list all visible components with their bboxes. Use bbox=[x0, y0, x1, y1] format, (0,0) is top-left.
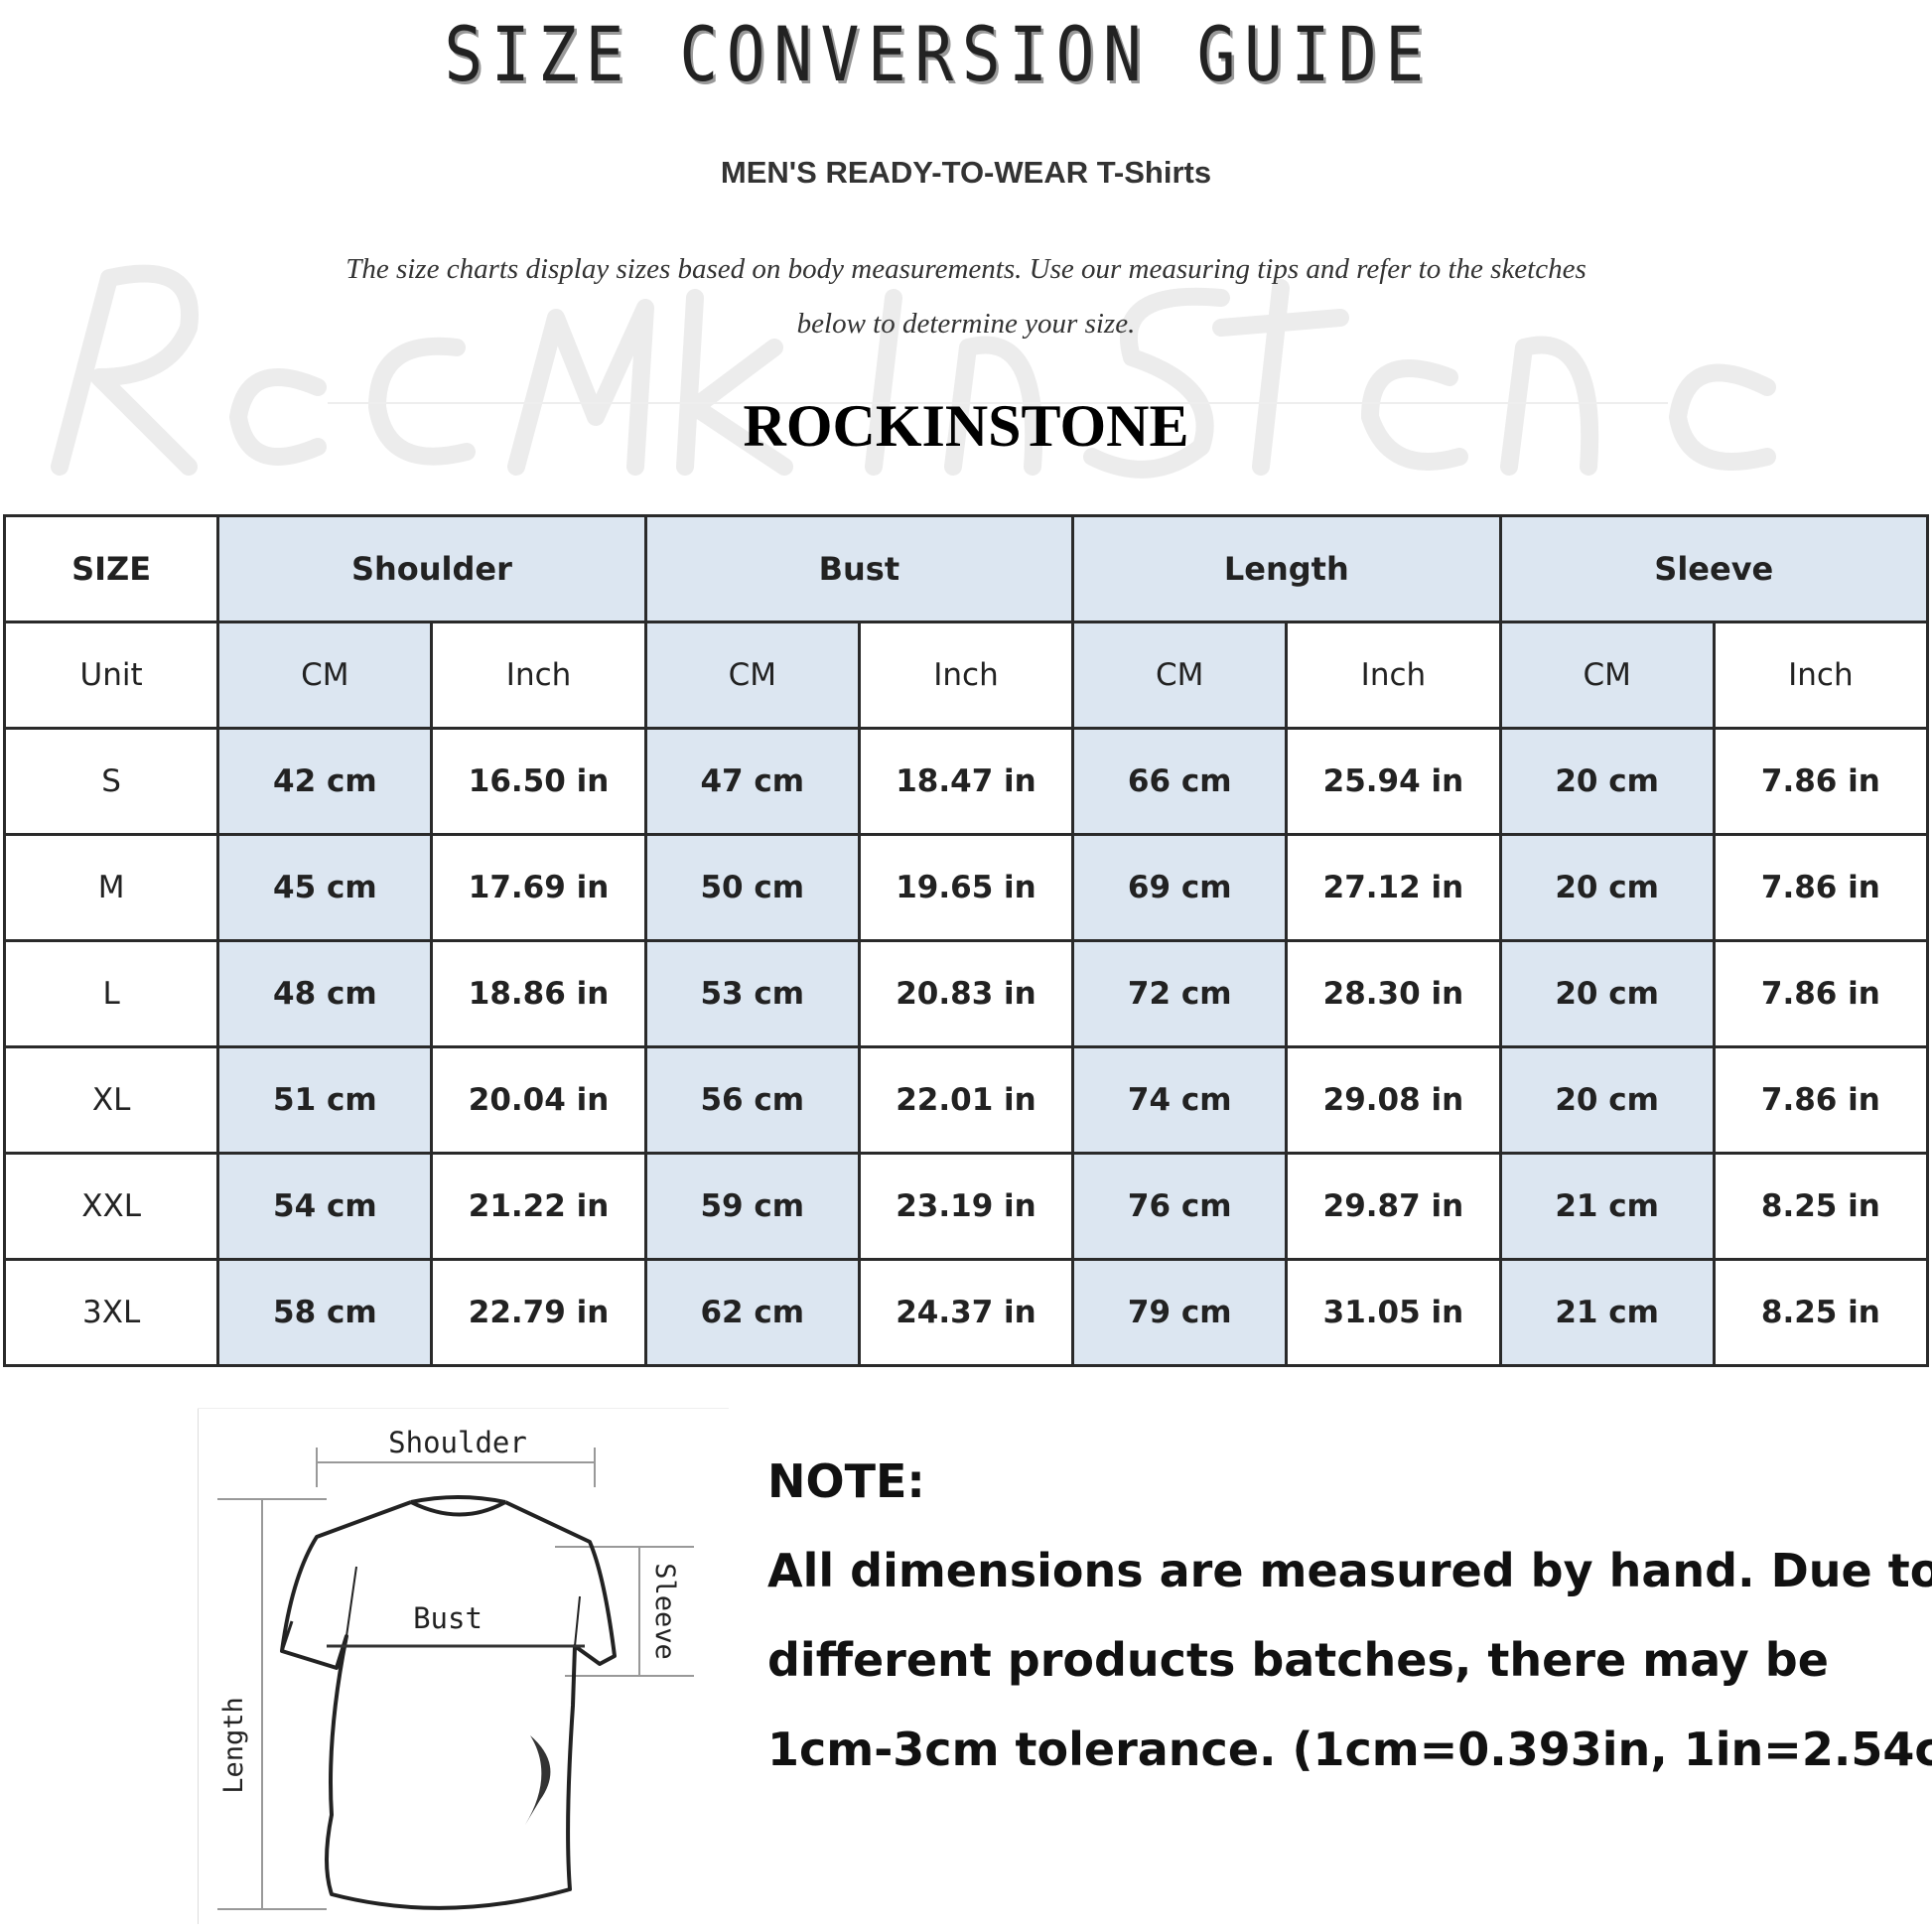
unit-cell: CM bbox=[1498, 621, 1716, 730]
value-cell: 69 cm bbox=[1071, 833, 1289, 942]
size-table: SIZE Shoulder Bust Length Sleeve Unit CM… bbox=[2, 514, 1930, 1367]
value-cell: 20 cm bbox=[1498, 1045, 1716, 1155]
divider bbox=[328, 402, 1668, 404]
brand-name: ROCKINSTONE bbox=[743, 393, 1189, 459]
group-header-shoulder: Shoulder bbox=[216, 514, 647, 623]
value-cell: 51 cm bbox=[216, 1045, 434, 1155]
value-cell: 22.01 in bbox=[857, 1045, 1075, 1155]
value-cell: 20.83 in bbox=[857, 939, 1075, 1048]
value-cell: 7.86 in bbox=[1712, 833, 1930, 942]
size-cell: S bbox=[2, 727, 220, 836]
unit-cell: CM bbox=[643, 621, 861, 730]
value-cell: 7.86 in bbox=[1712, 727, 1930, 836]
note-heading: NOTE: bbox=[767, 1454, 925, 1508]
table-row: L 48 cm 18.86 in 53 cm 20.83 in 72 cm 28.30 in… bbox=[2, 939, 1930, 1048]
value-cell: 72 cm bbox=[1071, 939, 1289, 1048]
value-cell: 24.37 in bbox=[857, 1258, 1075, 1367]
group-header-length: Length bbox=[1071, 514, 1502, 623]
note-line-1: All dimensions are measured by hand. Due… bbox=[767, 1544, 1932, 1597]
value-cell: 59 cm bbox=[643, 1152, 861, 1261]
unit-row: Unit CM Inch CM Inch CM Inch CM Inch bbox=[2, 621, 1930, 730]
value-cell: 50 cm bbox=[643, 833, 861, 942]
table-row: M 45 cm 17.69 in 50 cm 19.65 in 69 cm 27.12 in… bbox=[2, 833, 1930, 942]
value-cell: 8.25 in bbox=[1712, 1258, 1930, 1367]
value-cell: 20 cm bbox=[1498, 939, 1716, 1048]
unit-cell: Inch bbox=[1712, 621, 1930, 730]
note-line-2: different products batches, there may be bbox=[767, 1633, 1829, 1687]
value-cell: 20 cm bbox=[1498, 833, 1716, 942]
watermark bbox=[51, 264, 1776, 479]
value-cell: 19.65 in bbox=[857, 833, 1075, 942]
value-cell: 17.69 in bbox=[430, 833, 647, 942]
table-row: XL 51 cm 20.04 in 56 cm 22.01 in 74 cm 29.08 i… bbox=[2, 1045, 1930, 1155]
value-cell: 20 cm bbox=[1498, 727, 1716, 836]
value-cell: 27.12 in bbox=[1285, 833, 1502, 942]
size-cell: XL bbox=[2, 1045, 220, 1155]
note-line-3: 1cm-3cm tolerance. (1cm=0.393in, 1in=2.5… bbox=[767, 1723, 1932, 1776]
unit-label: Unit bbox=[2, 621, 220, 730]
value-cell: 25.94 in bbox=[1285, 727, 1502, 836]
value-cell: 45 cm bbox=[216, 833, 434, 942]
size-cell: 3XL bbox=[2, 1258, 220, 1367]
unit-cell: Inch bbox=[430, 621, 647, 730]
value-cell: 16.50 in bbox=[430, 727, 647, 836]
value-cell: 79 cm bbox=[1071, 1258, 1289, 1367]
value-cell: 76 cm bbox=[1071, 1152, 1289, 1261]
value-cell: 28.30 in bbox=[1285, 939, 1502, 1048]
size-header: SIZE bbox=[2, 514, 220, 623]
value-cell: 22.79 in bbox=[430, 1258, 647, 1367]
value-cell: 29.08 in bbox=[1285, 1045, 1502, 1155]
value-cell: 54 cm bbox=[216, 1152, 434, 1261]
value-cell: 21.22 in bbox=[430, 1152, 647, 1261]
unit-cell: Inch bbox=[857, 621, 1075, 730]
size-cell: M bbox=[2, 833, 220, 942]
description-line-2: below to determine your size. bbox=[796, 308, 1136, 340]
value-cell: 29.87 in bbox=[1285, 1152, 1502, 1261]
value-cell: 53 cm bbox=[643, 939, 861, 1048]
value-cell: 42 cm bbox=[216, 727, 434, 836]
value-cell: 31.05 in bbox=[1285, 1258, 1502, 1367]
size-cell: L bbox=[2, 939, 220, 1048]
table-row: 3XL 58 cm 22.79 in 62 cm 24.37 in 79 cm 31.05 … bbox=[2, 1258, 1930, 1367]
value-cell: 21 cm bbox=[1498, 1152, 1716, 1261]
value-cell: 18.86 in bbox=[430, 939, 647, 1048]
value-cell: 23.19 in bbox=[857, 1152, 1075, 1261]
value-cell: 47 cm bbox=[643, 727, 861, 836]
table-row: S 42 cm 16.50 in 47 cm 18.47 in 66 cm 25.94 in… bbox=[2, 727, 1930, 836]
group-header-sleeve: Sleeve bbox=[1498, 514, 1930, 623]
value-cell: 18.47 in bbox=[857, 727, 1075, 836]
sketch-label-sleeve: Sleeve bbox=[649, 1563, 680, 1660]
value-cell: 7.86 in bbox=[1712, 1045, 1930, 1155]
unit-cell: Inch bbox=[1285, 621, 1502, 730]
group-header-bust: Bust bbox=[643, 514, 1075, 623]
value-cell: 8.25 in bbox=[1712, 1152, 1930, 1261]
table-header-row: SIZE Shoulder Bust Length Sleeve bbox=[2, 514, 1930, 623]
value-cell: 58 cm bbox=[216, 1258, 434, 1367]
value-cell: 20.04 in bbox=[430, 1045, 647, 1155]
value-cell: 56 cm bbox=[643, 1045, 861, 1155]
sketch-label-shoulder: Shoulder bbox=[388, 1426, 527, 1459]
value-cell: 21 cm bbox=[1498, 1258, 1716, 1367]
page-subtitle: MEN'S READY-TO-WEAR T-Shirts bbox=[720, 155, 1212, 190]
sketch-label-length: Length bbox=[218, 1697, 249, 1794]
value-cell: 66 cm bbox=[1071, 727, 1289, 836]
value-cell: 74 cm bbox=[1071, 1045, 1289, 1155]
table-row: XXL 54 cm 21.22 in 59 cm 23.19 in 76 cm 29.87 … bbox=[2, 1152, 1930, 1261]
sketch-label-bust: Bust bbox=[413, 1601, 483, 1635]
value-cell: 62 cm bbox=[643, 1258, 861, 1367]
size-cell: XXL bbox=[2, 1152, 220, 1261]
value-cell: 48 cm bbox=[216, 939, 434, 1048]
value-cell: 7.86 in bbox=[1712, 939, 1930, 1048]
page-title: SIZE CONVERSION GUIDE bbox=[444, 10, 1433, 98]
unit-cell: CM bbox=[1071, 621, 1289, 730]
unit-cell: CM bbox=[216, 621, 434, 730]
description-line-1: The size charts display sizes based on b… bbox=[345, 253, 1587, 285]
tshirt-measurement-sketch: Shoulder Bust Length Sleeve bbox=[198, 1408, 729, 1924]
